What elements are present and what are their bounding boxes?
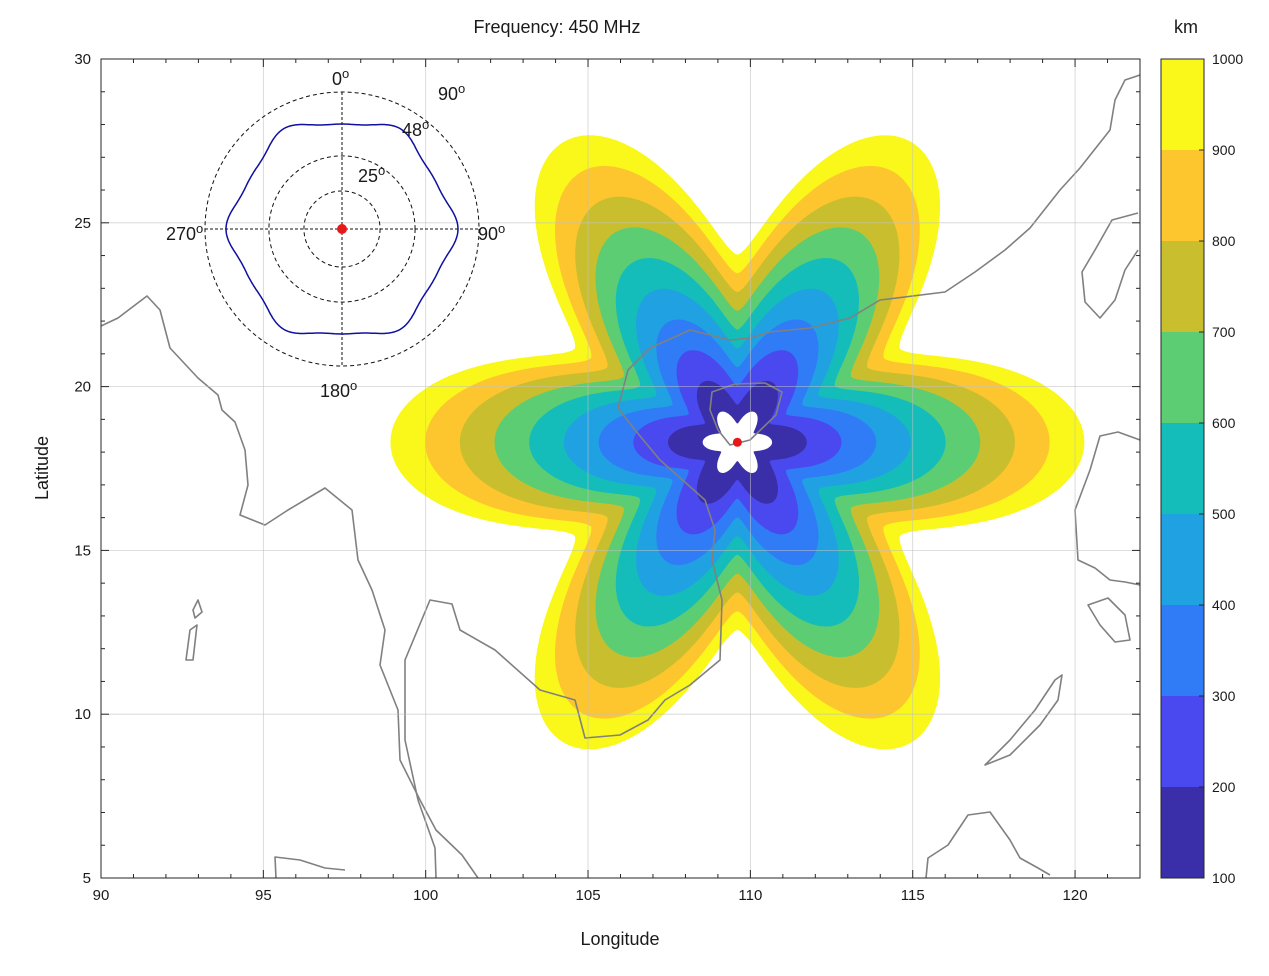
x-axis-tick-labels: 90 95 100 105 110 115 120 — [93, 887, 1088, 904]
y-tick-label: 15 — [74, 542, 91, 559]
colorbar-segment — [1161, 59, 1204, 150]
colorbar-frame — [1160, 58, 1205, 879]
coastline-mindoro — [1087, 597, 1131, 643]
y-tick-label: 25 — [74, 215, 91, 232]
colorbar-tick-label: 700 — [1212, 324, 1236, 340]
coastline-sumatra — [274, 856, 346, 878]
polar-label-0: 0o — [332, 66, 349, 89]
coastline-taiwan — [1081, 212, 1139, 319]
coastline-borneo — [925, 811, 1051, 878]
x-tick-label: 115 — [901, 887, 925, 904]
antenna-pattern-inset: 0o 90o 180o 270o 90o 48o 25o — [166, 66, 505, 401]
y-axis-tick-labels: 5 10 15 20 25 30 — [74, 51, 91, 887]
colorbar-segment — [1161, 332, 1204, 423]
polar-label-90: 90o — [478, 221, 505, 244]
colorbar: 100 200 300 400 500 600 700 800 900 1000 — [1160, 51, 1243, 886]
colorbar-tick-label: 300 — [1212, 688, 1236, 704]
colorbar-segment — [1161, 150, 1204, 241]
colorbar-tick-label: 400 — [1212, 597, 1236, 613]
y-axis-label: Latitude — [32, 436, 52, 500]
polar-label-270: 270o — [166, 221, 203, 244]
polar-label-48: 48o — [402, 117, 429, 140]
colorbar-title: km — [1174, 17, 1198, 37]
map-area — [101, 74, 1140, 878]
y-tick-label: 5 — [83, 870, 91, 887]
coastline-gulf-thailand — [404, 74, 1140, 878]
coastline-luzon — [1074, 431, 1140, 586]
transmitter-marker — [732, 437, 742, 447]
y-tick-label: 10 — [74, 706, 91, 723]
x-tick-label: 110 — [738, 887, 762, 904]
grid-lines — [100, 58, 1140, 879]
colorbar-tick-label: 1000 — [1212, 51, 1243, 67]
polar-center-marker — [337, 224, 347, 234]
x-tick-label: 100 — [413, 887, 438, 904]
chart-title: Frequency: 450 MHz — [473, 17, 640, 37]
colorbar-tick-label: 100 — [1212, 870, 1236, 886]
polar-label-180: 180o — [320, 378, 357, 401]
coastline-palawan — [984, 674, 1063, 766]
x-tick-label: 90 — [93, 887, 110, 904]
x-tick-label: 120 — [1063, 887, 1088, 904]
colorbar-segment — [1161, 605, 1204, 696]
x-axis-label: Longitude — [580, 929, 659, 949]
polar-label-90: 90o — [438, 81, 465, 104]
colorbar-tick-label: 900 — [1212, 142, 1236, 158]
x-tick-label: 95 — [255, 887, 272, 904]
antenna-pattern-curve — [225, 123, 459, 335]
colorbar-tick-label: 600 — [1212, 415, 1236, 431]
coastline-indochina — [101, 295, 479, 878]
colorbar-tick-label: 800 — [1212, 233, 1236, 249]
colorbar-segment — [1161, 696, 1204, 787]
axis-ticks — [100, 58, 1141, 879]
colorbar-tick-label: 500 — [1212, 506, 1236, 522]
coastline-andaman — [185, 624, 198, 661]
y-tick-label: 20 — [74, 379, 91, 396]
coastlines — [101, 74, 1140, 878]
colorbar-segment — [1161, 241, 1204, 332]
colorbar-segment — [1161, 787, 1204, 878]
x-tick-label: 105 — [576, 887, 601, 904]
y-tick-label: 30 — [74, 51, 91, 68]
colorbar-segment — [1161, 423, 1204, 514]
colorbar-segment — [1161, 514, 1204, 605]
coastline-andaman-north — [192, 599, 203, 619]
polar-label-25: 25o — [358, 163, 385, 186]
colorbar-tick-label: 200 — [1212, 779, 1236, 795]
